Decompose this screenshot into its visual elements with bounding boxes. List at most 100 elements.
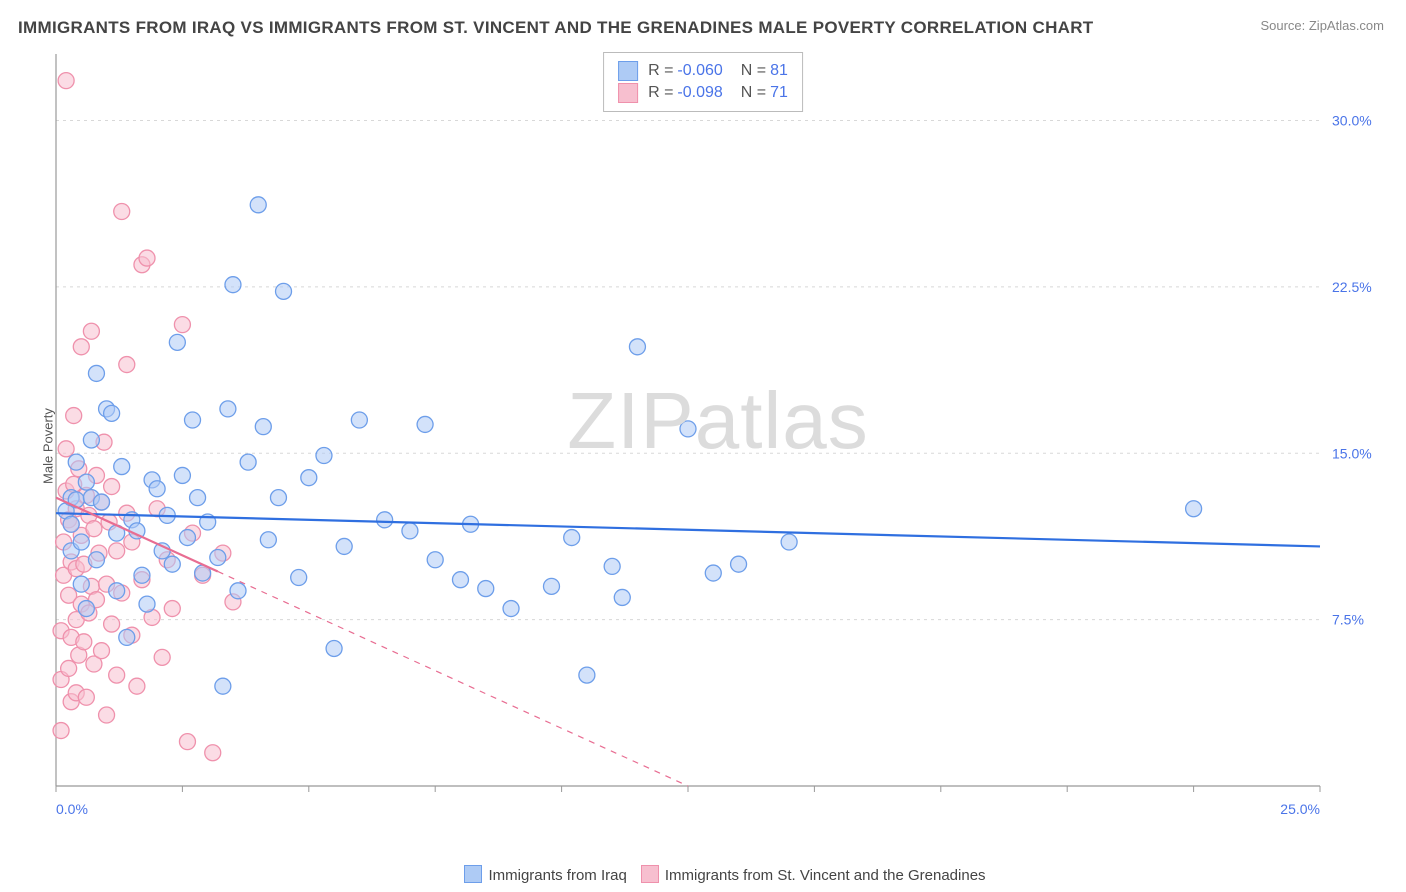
data-point <box>149 481 165 497</box>
data-point <box>316 447 332 463</box>
n-value: 81 <box>770 62 788 80</box>
data-point <box>255 419 271 435</box>
y-tick-label: 30.0% <box>1332 113 1372 129</box>
data-point <box>174 317 190 333</box>
data-point <box>301 470 317 486</box>
data-point <box>66 408 82 424</box>
data-point <box>250 197 266 213</box>
x-tick-label: 0.0% <box>56 801 88 817</box>
data-point <box>276 283 292 299</box>
data-point <box>1186 501 1202 517</box>
data-point <box>129 678 145 694</box>
data-point <box>564 530 580 546</box>
data-point <box>336 538 352 554</box>
data-point <box>78 474 94 490</box>
r-label: R = <box>648 62 673 80</box>
data-point <box>351 412 367 428</box>
data-point <box>58 441 74 457</box>
data-point <box>86 521 102 537</box>
data-point <box>680 421 696 437</box>
data-point <box>88 552 104 568</box>
data-point <box>579 667 595 683</box>
data-point <box>326 640 342 656</box>
chart-canvas: 7.5% 15.0% 22.5% 30.0% 0.0% 25.0% <box>48 46 1388 828</box>
data-point <box>179 734 195 750</box>
data-point <box>240 454 256 470</box>
data-point <box>139 596 155 612</box>
data-point <box>185 412 201 428</box>
series-swatch <box>641 865 659 883</box>
legend-swatch <box>618 83 638 103</box>
data-point <box>83 432 99 448</box>
series-swatch <box>464 865 482 883</box>
data-point <box>402 523 418 539</box>
data-point <box>731 556 747 572</box>
y-tick-label: 7.5% <box>1332 612 1364 628</box>
data-point <box>154 649 170 665</box>
correlation-legend: R = -0.060 N = 81 R = -0.098 N = 71 <box>603 52 803 112</box>
data-point <box>94 643 110 659</box>
data-point <box>210 550 226 566</box>
data-point <box>478 581 494 597</box>
data-point <box>629 339 645 355</box>
data-point <box>205 745 221 761</box>
data-point <box>614 589 630 605</box>
data-point <box>215 678 231 694</box>
data-point <box>503 601 519 617</box>
data-point <box>109 543 125 559</box>
legend-swatch <box>618 61 638 81</box>
x-tick-label: 25.0% <box>1280 801 1320 817</box>
data-point <box>99 707 115 723</box>
data-point <box>109 583 125 599</box>
n-label: N = <box>741 62 766 80</box>
r-value: -0.060 <box>677 62 722 80</box>
source-attribution: Source: ZipAtlas.com <box>1260 18 1384 33</box>
data-point <box>543 578 559 594</box>
source-name: ZipAtlas.com <box>1309 18 1384 33</box>
data-point <box>781 534 797 550</box>
r-value: -0.098 <box>677 84 722 102</box>
data-point <box>452 572 468 588</box>
data-point <box>109 667 125 683</box>
data-point <box>260 532 276 548</box>
legend-row: R = -0.060 N = 81 <box>618 61 788 81</box>
data-point <box>225 277 241 293</box>
data-point <box>220 401 236 417</box>
data-point <box>114 459 130 475</box>
data-point <box>164 601 180 617</box>
data-point <box>270 490 286 506</box>
data-point <box>104 479 120 495</box>
y-tick-label: 22.5% <box>1332 279 1372 295</box>
data-point <box>377 512 393 528</box>
r-label: R = <box>648 84 673 102</box>
data-point <box>119 629 135 645</box>
data-point <box>73 534 89 550</box>
data-point <box>119 357 135 373</box>
data-point <box>63 516 79 532</box>
scatter-plot: ZIPatlas 7.5%15.0%22.5%30.0%0.0%25.0% <box>48 46 1388 828</box>
data-point <box>169 334 185 350</box>
data-point <box>53 723 69 739</box>
data-point <box>76 634 92 650</box>
data-point <box>104 405 120 421</box>
series-label: Immigrants from St. Vincent and the Gren… <box>665 867 986 884</box>
data-point <box>134 567 150 583</box>
n-value: 71 <box>770 84 788 102</box>
data-point <box>427 552 443 568</box>
data-point <box>164 556 180 572</box>
data-point <box>58 73 74 89</box>
y-tick-label: 15.0% <box>1332 445 1372 461</box>
data-point <box>230 583 246 599</box>
data-point <box>68 454 84 470</box>
data-point <box>417 416 433 432</box>
data-point <box>139 250 155 266</box>
data-point <box>705 565 721 581</box>
data-point <box>104 616 120 632</box>
data-point <box>83 323 99 339</box>
data-point <box>94 494 110 510</box>
n-label: N = <box>741 84 766 102</box>
data-point <box>604 558 620 574</box>
data-point <box>73 576 89 592</box>
source-prefix: Source: <box>1260 18 1308 33</box>
data-point <box>114 203 130 219</box>
